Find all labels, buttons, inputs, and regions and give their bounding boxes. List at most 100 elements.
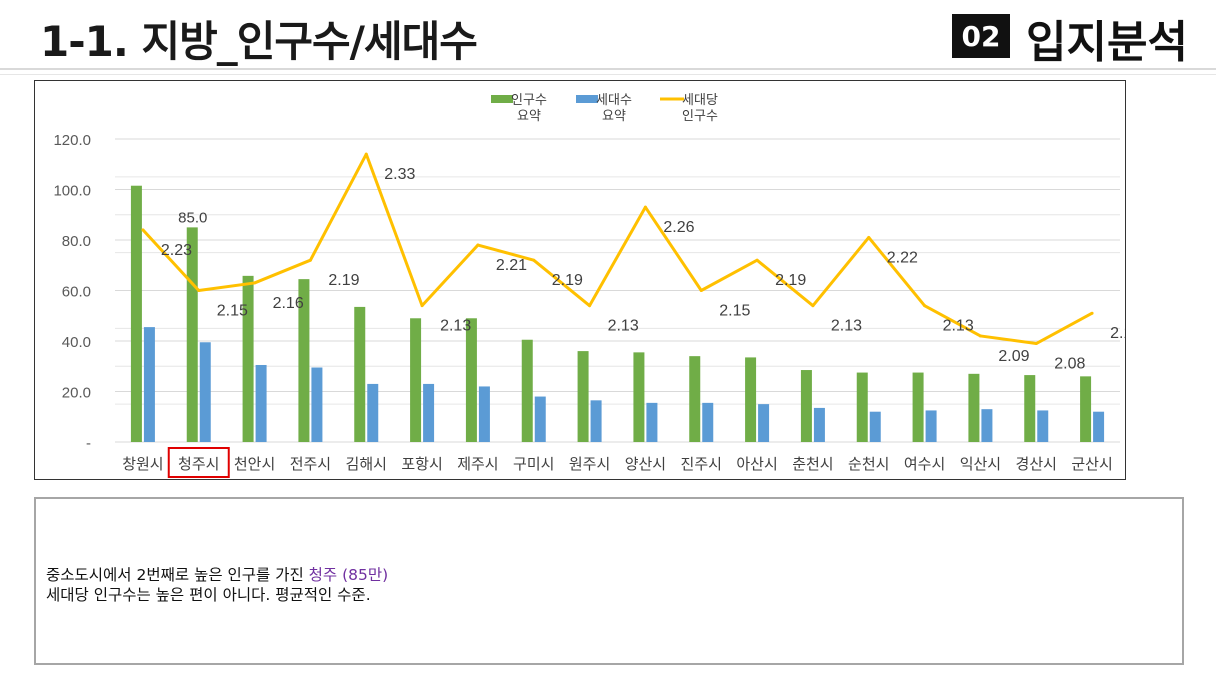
x-tick-label: 경산시 xyxy=(1016,455,1057,473)
y-left-tick-label: 20.0 xyxy=(62,385,91,402)
chart-container: 1.952.002.052.102.152.202.252.302.35-20.… xyxy=(34,80,1126,480)
line-value-label: 2.12 xyxy=(1110,325,1125,342)
x-tick-label: 양산시 xyxy=(625,455,666,473)
ratio-point xyxy=(364,152,368,156)
population-bar xyxy=(1024,375,1036,442)
household-bar xyxy=(702,402,714,442)
ratio-point xyxy=(141,228,145,232)
line-value-label: 2.19 xyxy=(775,272,806,289)
note-highlight: 청주 (85만) xyxy=(308,566,389,584)
population-bar xyxy=(186,227,198,442)
line-value-label: 2.16 xyxy=(273,295,304,312)
line-value-label: 2.08 xyxy=(1054,356,1085,373)
line-value-label: 2.19 xyxy=(328,272,359,289)
ratio-point xyxy=(755,258,759,262)
note-line-1: 중소도시에서 2번째로 높은 인구를 가진 청주 (85만) xyxy=(46,563,388,585)
y-left-tick-label: 40.0 xyxy=(62,334,91,351)
y-left-tick-label: - xyxy=(86,435,91,452)
population-bar xyxy=(242,275,254,442)
header-divider xyxy=(0,68,1216,70)
x-tick-label: 원주시 xyxy=(569,455,610,473)
population-bar xyxy=(912,372,924,442)
note-line-2: 세대당 인구수는 높은 편이 아니다. 평균적인 수준. xyxy=(46,586,371,604)
legend-label: 세대당 xyxy=(682,93,718,108)
line-value-label: 2.19 xyxy=(552,272,583,289)
x-tick-label: 익산시 xyxy=(960,455,1001,473)
x-tick-label: 춘천시 xyxy=(792,455,833,473)
ratio-point xyxy=(420,304,424,308)
line-value-label: 2.21 xyxy=(496,257,527,274)
legend-label: 요약 xyxy=(517,109,541,124)
household-bar xyxy=(534,396,546,442)
household-bar xyxy=(255,364,267,442)
line-value-label: 2.26 xyxy=(663,219,694,236)
population-bar xyxy=(465,318,477,442)
y-left-tick-label: 120.0 xyxy=(53,132,91,149)
population-bar xyxy=(577,351,589,442)
ratio-point xyxy=(867,235,871,239)
legend-swatch xyxy=(576,95,598,103)
population-bar xyxy=(521,339,533,442)
x-tick-label: 구미시 xyxy=(513,455,554,473)
line-value-label: 2.13 xyxy=(440,318,471,335)
ratio-point xyxy=(811,304,815,308)
x-tick-label: 진주시 xyxy=(681,455,722,473)
household-bar xyxy=(590,400,602,442)
household-bar xyxy=(367,383,379,442)
section-number-badge: 02 xyxy=(952,14,1010,58)
x-tick-label: 전주시 xyxy=(290,455,331,473)
section-title: 입지분석 xyxy=(1026,17,1188,68)
line-value-label: 2.23 xyxy=(161,242,192,259)
ratio-line xyxy=(141,152,1093,346)
x-tick-label: 청주시 xyxy=(178,455,219,473)
line-value-label: 2.15 xyxy=(719,303,750,320)
x-tick-label: 여수시 xyxy=(904,455,945,473)
line-value-label: 2.22 xyxy=(887,249,918,266)
population-bar xyxy=(354,306,366,442)
legend-swatch xyxy=(491,95,513,103)
ratio-point xyxy=(253,281,257,285)
highlight-box xyxy=(167,447,230,478)
household-bar xyxy=(143,327,155,442)
ratio-point xyxy=(1090,311,1094,315)
household-bar xyxy=(758,404,770,442)
y-left-tick-label: 80.0 xyxy=(62,233,91,250)
legend-label: 세대수 xyxy=(596,93,632,108)
population-bar xyxy=(633,352,645,442)
line-value-label: 2.09 xyxy=(998,348,1029,365)
population-bar xyxy=(689,356,701,442)
household-bar xyxy=(869,411,881,442)
ratio-point xyxy=(978,334,982,338)
page-title: 1-1. 지방_인구수/세대수 xyxy=(40,17,478,66)
line-value-label: 2.13 xyxy=(943,318,974,335)
household-bar xyxy=(1093,411,1105,442)
line-value-label: 2.33 xyxy=(384,166,415,183)
household-bar xyxy=(423,383,435,442)
x-tick-label: 창원시 xyxy=(122,455,163,473)
note-line-1-text: 중소도시에서 2번째로 높은 인구를 가진 xyxy=(46,566,309,584)
y-left-tick-label: 100.0 xyxy=(53,183,91,200)
header-divider-thin xyxy=(0,74,1216,75)
ratio-point xyxy=(588,304,592,308)
population-bar xyxy=(298,279,310,442)
ratio-point xyxy=(308,258,312,262)
ratio-point xyxy=(643,205,647,209)
x-tick-label: 포항시 xyxy=(401,455,442,473)
household-bar xyxy=(646,402,658,442)
population-bar xyxy=(856,372,868,442)
population-bar xyxy=(800,370,812,442)
population-bar xyxy=(1080,376,1092,442)
ratio-point xyxy=(476,243,480,247)
household-bar xyxy=(925,410,937,442)
household-bar xyxy=(981,409,993,442)
ratio-point xyxy=(923,304,927,308)
note-box: 중소도시에서 2번째로 높은 인구를 가진 청주 (85만) 세대당 인구수는 … xyxy=(34,497,1184,665)
bar-value-label: 85.0 xyxy=(178,209,207,226)
ratio-point xyxy=(699,289,703,292)
legend-label: 인구수 xyxy=(682,109,718,124)
population-bar xyxy=(968,373,980,442)
population-household-chart: 1.952.002.052.102.152.202.252.302.35-20.… xyxy=(53,93,1125,478)
population-bar xyxy=(745,357,757,442)
x-tick-label: 순천시 xyxy=(848,455,889,473)
population-bar xyxy=(410,318,422,442)
